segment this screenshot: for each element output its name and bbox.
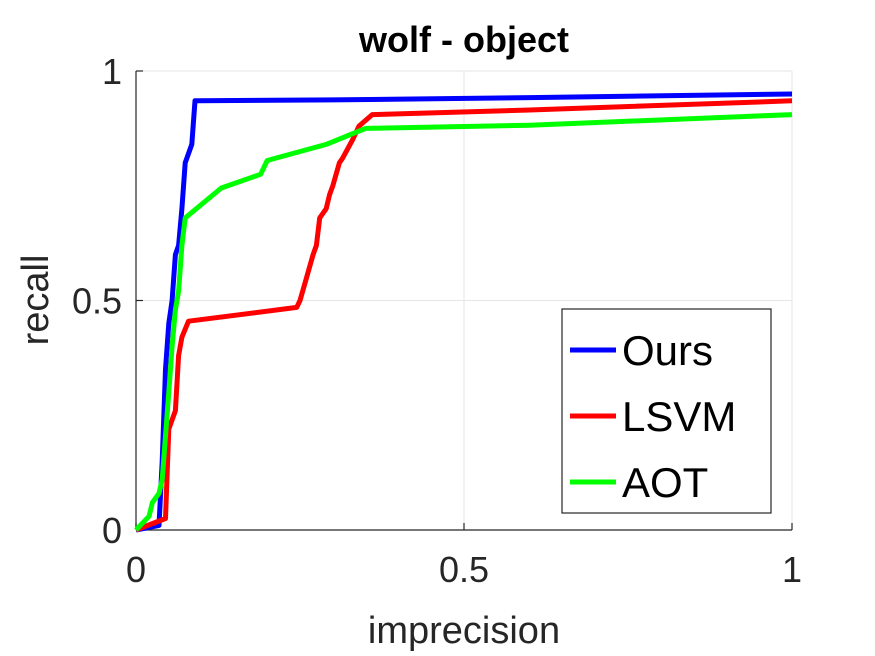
tick-labels: 0 0.5 1 0 0.5 1 [72,51,802,590]
grid-lines [136,70,793,530]
chart-title: wolf - object [358,19,569,60]
legend-box [561,308,772,514]
series-lines [134,91,793,533]
x-tick-label-1: 0.5 [439,549,489,590]
legend: Ours LSVM AOT [561,308,772,514]
x-tick-label-2: 1 [782,549,802,590]
x-tick-label-0: 0 [126,549,146,590]
x-axis-label: imprecision [368,610,560,652]
y-tick-label-0: 0 [102,510,122,551]
y-tick-label-2: 1 [102,51,122,92]
legend-label-ours: Ours [622,327,713,374]
legend-label-lsvm: LSVM [622,393,736,440]
series-line-ours [135,91,793,533]
legend-label-aot: AOT [622,459,708,506]
y-tick-label-1: 0.5 [72,281,122,322]
series-line-aot [134,112,793,532]
y-axis-label: recall [15,255,57,346]
